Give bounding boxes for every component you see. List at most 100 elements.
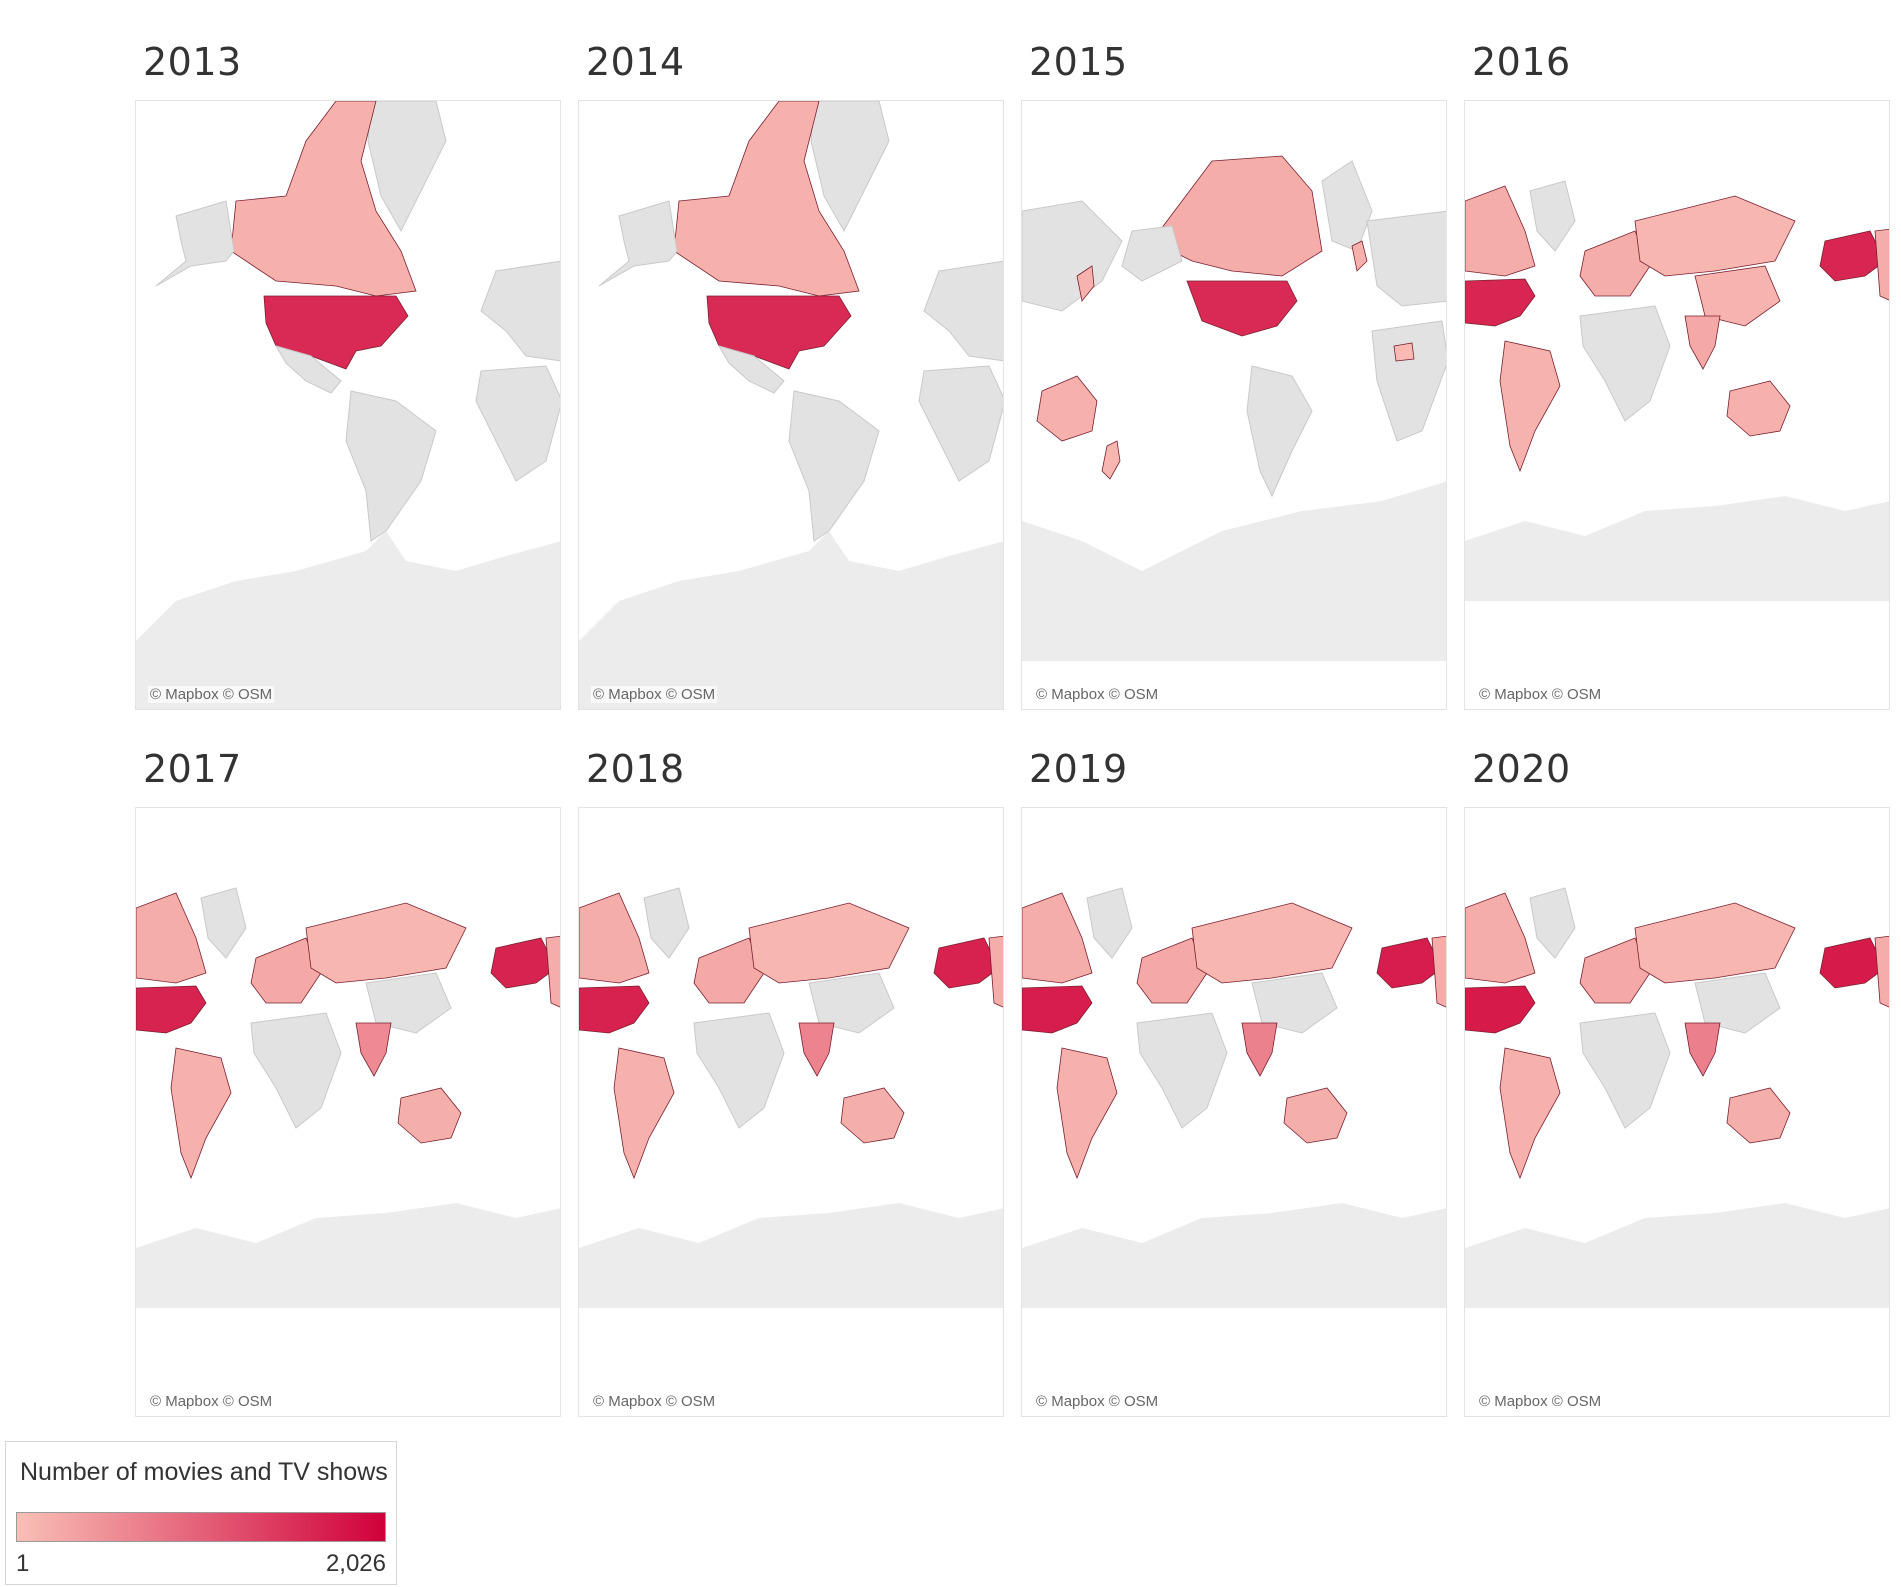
region-south-america[interactable] bbox=[170, 1047, 232, 1180]
region-europe[interactable] bbox=[1366, 210, 1447, 307]
region-united-kingdom[interactable] bbox=[1351, 240, 1368, 272]
map-attribution[interactable]: © Mapbox © OSM bbox=[1477, 1393, 1604, 1410]
region-south-america[interactable] bbox=[1056, 1047, 1118, 1180]
map-attribution[interactable]: © Mapbox © OSM bbox=[591, 686, 718, 703]
map-attribution[interactable]: © Mapbox © OSM bbox=[1034, 686, 1161, 703]
region-united-states[interactable] bbox=[706, 295, 852, 370]
region-united-states[interactable] bbox=[579, 985, 650, 1034]
region-europe[interactable] bbox=[923, 260, 1004, 362]
map-frame[interactable]: © Mapbox © OSM bbox=[1021, 807, 1447, 1417]
region-alaska[interactable] bbox=[598, 200, 678, 287]
region-africa[interactable] bbox=[475, 365, 561, 482]
region-australia[interactable] bbox=[840, 1087, 905, 1144]
region-asia[interactable] bbox=[1022, 200, 1123, 312]
region-china[interactable] bbox=[1694, 265, 1781, 327]
region-east-edge[interactable] bbox=[1874, 228, 1890, 301]
region-africa[interactable] bbox=[1371, 320, 1447, 442]
region-east-edge[interactable] bbox=[1431, 935, 1447, 1008]
region-russia[interactable] bbox=[305, 902, 467, 984]
map-frame[interactable]: © Mapbox © OSM bbox=[1021, 100, 1447, 710]
region-china[interactable] bbox=[365, 972, 452, 1034]
region-china[interactable] bbox=[1251, 972, 1338, 1034]
region-india[interactable] bbox=[355, 1022, 392, 1077]
region-europe[interactable] bbox=[1579, 937, 1651, 1004]
region-india[interactable] bbox=[798, 1022, 835, 1077]
map-attribution[interactable]: © Mapbox © OSM bbox=[1477, 686, 1604, 703]
region-mexico[interactable] bbox=[717, 345, 785, 394]
region-canada[interactable] bbox=[1465, 892, 1536, 984]
map-frame[interactable]: © Mapbox © OSM bbox=[578, 807, 1004, 1417]
region-australia[interactable] bbox=[1036, 375, 1098, 442]
region-east-edge[interactable] bbox=[545, 935, 561, 1008]
region-alaska[interactable] bbox=[933, 937, 1000, 989]
region-east-edge[interactable] bbox=[988, 935, 1004, 1008]
region-africa[interactable] bbox=[918, 365, 1004, 482]
region-russia[interactable] bbox=[1634, 195, 1796, 277]
region-russia[interactable] bbox=[1634, 902, 1796, 984]
region-canada[interactable] bbox=[579, 892, 650, 984]
region-canada[interactable] bbox=[673, 101, 860, 297]
region-china[interactable] bbox=[808, 972, 895, 1034]
region-greenland[interactable] bbox=[1086, 887, 1133, 959]
region-china[interactable] bbox=[1694, 972, 1781, 1034]
region-greenland[interactable] bbox=[200, 887, 247, 959]
region-mexico[interactable] bbox=[274, 345, 342, 394]
region-united-states[interactable] bbox=[136, 985, 207, 1034]
region-australia[interactable] bbox=[397, 1087, 462, 1144]
region-europe[interactable] bbox=[1579, 230, 1651, 297]
region-europe[interactable] bbox=[693, 937, 765, 1004]
map-attribution[interactable]: © Mapbox © OSM bbox=[148, 1393, 275, 1410]
region-greenland[interactable] bbox=[643, 887, 690, 959]
region-japan[interactable] bbox=[1076, 265, 1095, 302]
region-alaska[interactable] bbox=[490, 937, 557, 989]
region-africa[interactable] bbox=[693, 1012, 785, 1129]
region-united-states[interactable] bbox=[1465, 985, 1536, 1034]
map-frame[interactable]: © Mapbox © OSM bbox=[1464, 100, 1890, 710]
map-attribution[interactable]: © Mapbox © OSM bbox=[1034, 1393, 1161, 1410]
region-europe[interactable] bbox=[250, 937, 322, 1004]
region-africa[interactable] bbox=[1579, 1012, 1671, 1129]
region-canada[interactable] bbox=[136, 892, 207, 984]
region-africa[interactable] bbox=[250, 1012, 342, 1129]
region-new-zealand[interactable] bbox=[1101, 440, 1121, 480]
region-canada[interactable] bbox=[1465, 185, 1536, 277]
region-united-states[interactable] bbox=[1465, 278, 1536, 327]
region-canada[interactable] bbox=[1022, 892, 1093, 984]
region-south-america[interactable] bbox=[1246, 365, 1313, 498]
region-united-states[interactable] bbox=[263, 295, 409, 370]
region-alaska[interactable] bbox=[1819, 937, 1886, 989]
map-frame[interactable]: © Mapbox © OSM bbox=[1464, 807, 1890, 1417]
region-india[interactable] bbox=[1684, 1022, 1721, 1077]
region-greenland[interactable] bbox=[810, 101, 890, 233]
map-frame[interactable]: © Mapbox © OSM bbox=[135, 100, 561, 710]
region-russia[interactable] bbox=[1191, 902, 1353, 984]
map-frame[interactable]: © Mapbox © OSM bbox=[135, 807, 561, 1417]
region-africa[interactable] bbox=[1579, 305, 1671, 422]
region-africa[interactable] bbox=[1136, 1012, 1228, 1129]
map-frame[interactable]: © Mapbox © OSM bbox=[578, 100, 1004, 710]
region-greenland[interactable] bbox=[1529, 887, 1576, 959]
region-greenland[interactable] bbox=[1529, 180, 1576, 252]
region-nigeria[interactable] bbox=[1393, 342, 1415, 362]
region-russia[interactable] bbox=[748, 902, 910, 984]
region-alaska[interactable] bbox=[155, 200, 235, 287]
region-europe[interactable] bbox=[480, 260, 561, 362]
region-australia[interactable] bbox=[1283, 1087, 1348, 1144]
region-south-america[interactable] bbox=[1499, 340, 1561, 473]
region-australia[interactable] bbox=[1726, 380, 1791, 437]
region-alaska[interactable] bbox=[1376, 937, 1443, 989]
region-south-america[interactable] bbox=[345, 390, 437, 542]
region-alaska[interactable] bbox=[1121, 225, 1183, 282]
region-india[interactable] bbox=[1684, 315, 1721, 370]
region-canada[interactable] bbox=[230, 101, 417, 297]
region-united-states[interactable] bbox=[1186, 280, 1298, 337]
region-south-america[interactable] bbox=[1499, 1047, 1561, 1180]
region-greenland[interactable] bbox=[1321, 160, 1373, 252]
region-canada[interactable] bbox=[1151, 155, 1323, 277]
region-south-america[interactable] bbox=[613, 1047, 675, 1180]
map-attribution[interactable]: © Mapbox © OSM bbox=[148, 686, 275, 703]
region-united-states[interactable] bbox=[1022, 985, 1093, 1034]
region-australia[interactable] bbox=[1726, 1087, 1791, 1144]
region-india[interactable] bbox=[1241, 1022, 1278, 1077]
region-east-edge[interactable] bbox=[1874, 935, 1890, 1008]
